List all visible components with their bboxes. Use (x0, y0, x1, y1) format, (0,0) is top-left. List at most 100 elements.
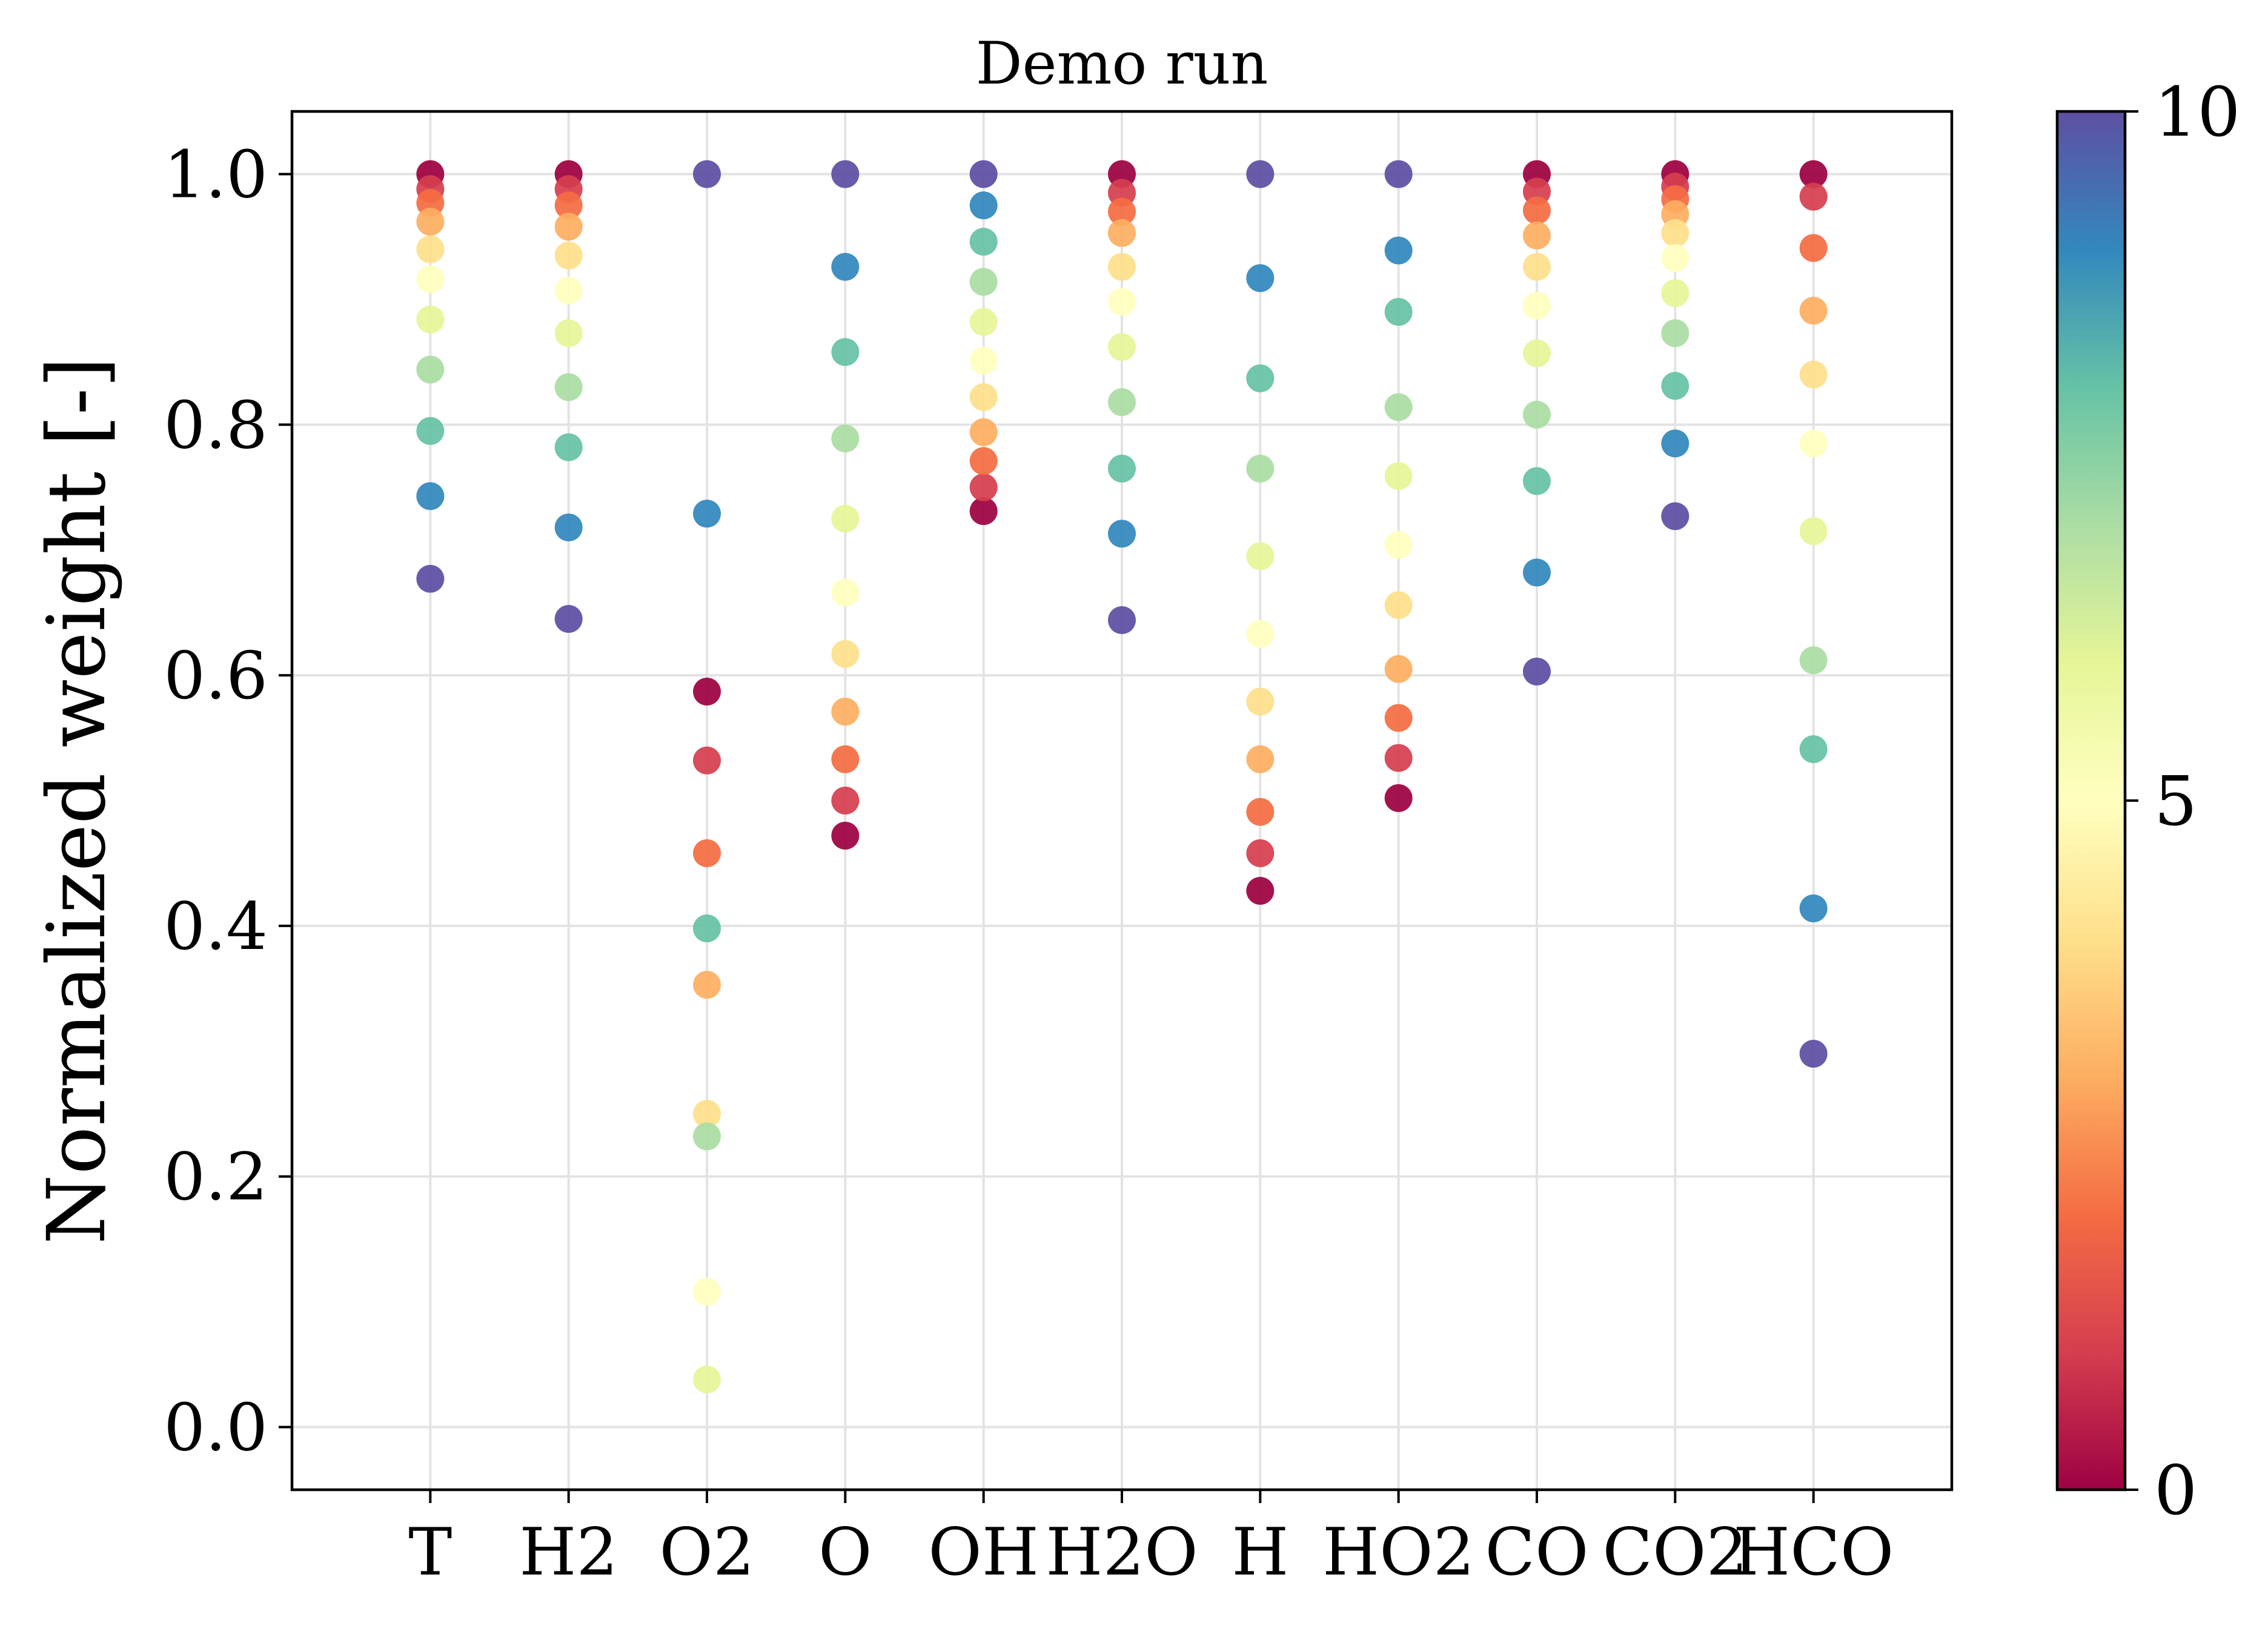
data-point (1246, 620, 1275, 648)
data-point (1246, 542, 1275, 570)
data-point (693, 500, 721, 528)
data-point (1384, 298, 1413, 326)
data-point (1108, 332, 1136, 361)
data-point (1523, 558, 1551, 587)
data-point (693, 746, 721, 775)
data-point (693, 1100, 721, 1128)
data-point (1384, 784, 1413, 812)
data-point (831, 787, 860, 815)
data-point (1246, 454, 1275, 483)
data-point (1799, 429, 1828, 458)
data-point (1799, 1039, 1828, 1068)
x-tick-label: HO2 (1322, 1515, 1474, 1590)
data-point (969, 268, 998, 296)
data-point (831, 338, 860, 366)
colorbar: 0 5 10 (2055, 73, 2241, 1530)
data-point (831, 425, 860, 453)
data-point (693, 839, 721, 867)
data-point (1108, 253, 1136, 281)
data-point (554, 604, 583, 633)
data-point (1523, 467, 1551, 495)
data-point (1799, 360, 1828, 389)
data-point (1384, 530, 1413, 559)
data-point (1523, 339, 1551, 368)
data-point (1661, 429, 1689, 458)
data-point (1799, 646, 1828, 675)
data-point (969, 497, 998, 526)
data-point (1384, 655, 1413, 683)
data-point (1523, 400, 1551, 429)
data-point (1384, 160, 1413, 188)
data-point (1523, 196, 1551, 225)
data-point (554, 191, 583, 220)
data-point (693, 914, 721, 943)
x-tick-label: CO2 (1602, 1515, 1748, 1590)
data-point (693, 1278, 721, 1306)
data-point (416, 305, 445, 334)
data-point (969, 447, 998, 475)
data-point (1799, 296, 1828, 325)
data-point (969, 346, 998, 375)
data-point (1384, 236, 1413, 265)
data-point (1108, 520, 1136, 548)
chart-title: Demo run (976, 30, 1268, 97)
y-tick-label: 0.4 (164, 889, 268, 965)
data-point (969, 418, 998, 446)
colorbar-tick-label: 5 (2154, 762, 2197, 841)
data-points-layer (416, 160, 1828, 1393)
axes-layer: 0.0 0.2 0.4 0.6 0.8 1.0 T H2 O2 O OH H2O H HO2 CO CO2HC… (164, 137, 1894, 1590)
x-tick-label: OH (928, 1515, 1039, 1590)
data-point (1384, 462, 1413, 491)
data-point (416, 235, 445, 263)
data-point (1799, 182, 1828, 211)
data-point (554, 319, 583, 348)
data-point (1108, 197, 1136, 226)
data-point (554, 241, 583, 269)
data-point (1661, 219, 1689, 247)
colorbar-tick-label: 10 (2154, 73, 2241, 152)
data-point (1246, 876, 1275, 905)
data-point (1661, 244, 1689, 273)
x-tick-label: O2 (659, 1515, 754, 1590)
data-point (1661, 372, 1689, 400)
data-point (831, 698, 860, 726)
data-point (1799, 894, 1828, 922)
x-tick-label: H2O (1046, 1515, 1198, 1590)
colorbar-tick-label: 0 (2154, 1452, 2197, 1530)
data-point (969, 383, 998, 411)
data-point (831, 821, 860, 850)
data-point (831, 253, 860, 281)
data-point (969, 191, 998, 220)
data-point (554, 276, 583, 305)
data-point (1384, 393, 1413, 421)
data-point (1523, 657, 1551, 686)
data-point (1108, 219, 1136, 247)
data-point (1246, 798, 1275, 826)
data-point (554, 513, 583, 541)
data-point (1799, 517, 1828, 546)
x-tick-label: CO (1485, 1515, 1588, 1590)
data-point (693, 971, 721, 999)
data-point (1108, 606, 1136, 635)
data-point (416, 265, 445, 294)
data-point (1523, 291, 1551, 320)
data-point (1384, 744, 1413, 772)
data-point (1799, 735, 1828, 764)
x-tick-label: H (1232, 1515, 1288, 1590)
data-point (1108, 454, 1136, 483)
data-point (1246, 160, 1275, 188)
y-tick-label: 1.0 (164, 137, 268, 213)
data-point (969, 473, 998, 501)
data-point (1384, 704, 1413, 732)
data-point (1799, 160, 1828, 188)
data-point (969, 228, 998, 256)
colorbar-ticks: 0 5 10 (2125, 73, 2241, 1530)
data-point (693, 1365, 721, 1393)
x-tick-label: HCO (1733, 1515, 1894, 1590)
data-point (1246, 839, 1275, 867)
y-tick-label: 0.8 (164, 388, 268, 463)
data-point (554, 213, 583, 241)
data-point (969, 160, 998, 188)
data-point (1246, 264, 1275, 292)
